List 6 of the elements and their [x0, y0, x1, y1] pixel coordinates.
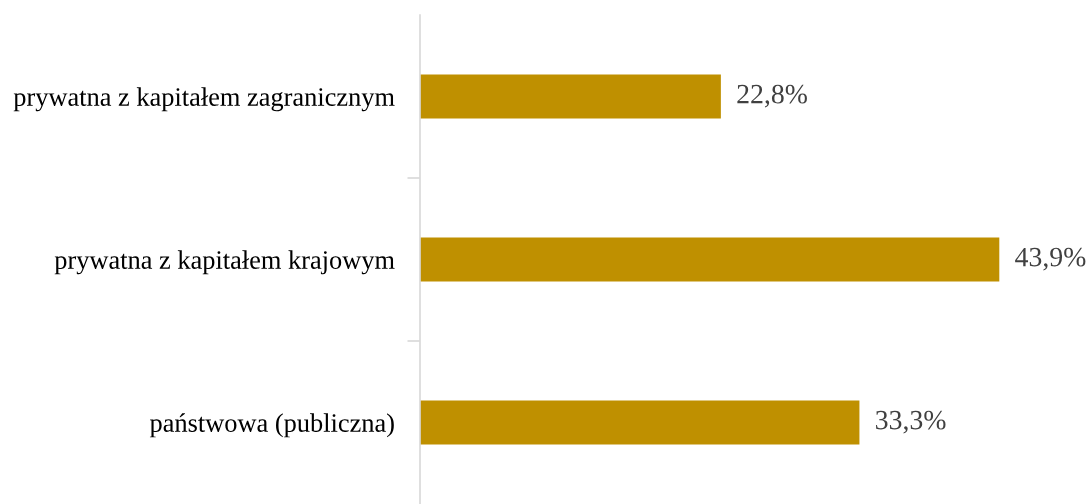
y-tick-label: prywatna z kapitałem krajowym: [54, 250, 395, 275]
y-tick-label: prywatna z kapitałem zagranicznym: [13, 87, 395, 112]
data-label: 33,3%: [876, 410, 946, 434]
y-tick-label: państwowa (publiczna): [149, 413, 394, 438]
data-label: 43,9%: [1015, 247, 1086, 271]
data-label: 22,8%: [737, 84, 807, 108]
